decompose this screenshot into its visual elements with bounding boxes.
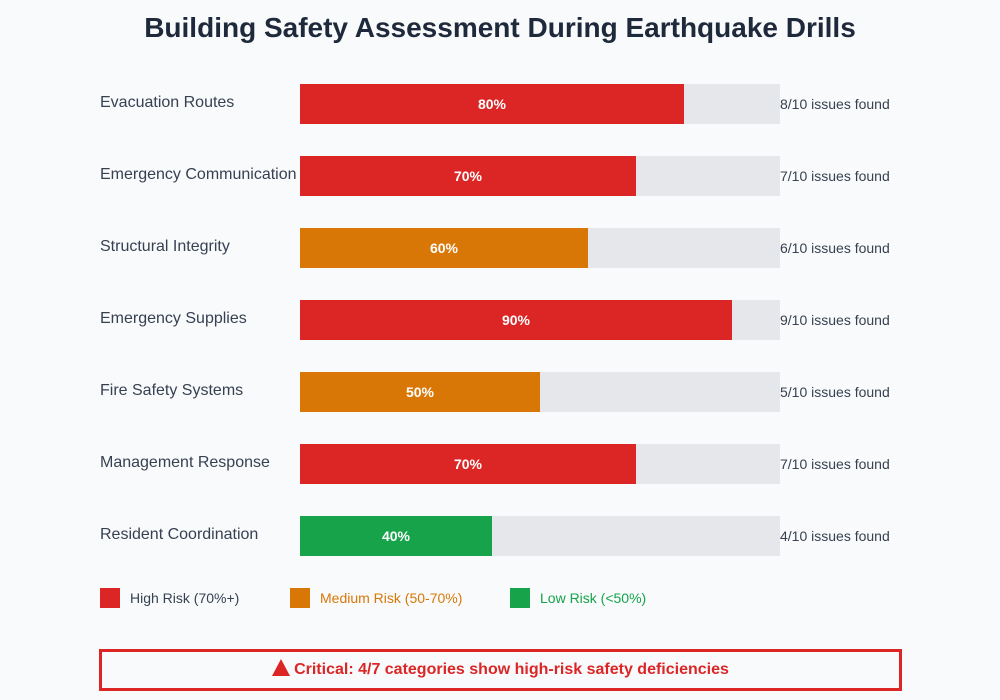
legend-label-medium: Medium Risk (50-70%) bbox=[320, 590, 463, 606]
bar-row: Emergency Communication 70% 7/10 issues … bbox=[0, 156, 1000, 196]
bar-track: 70% bbox=[300, 156, 780, 196]
bar-value-label: 50% bbox=[405, 384, 435, 400]
bar-track: 40% bbox=[300, 516, 780, 556]
legend-swatch-high bbox=[100, 588, 120, 608]
category-label: Evacuation Routes bbox=[100, 94, 235, 111]
category-label: Structural Integrity bbox=[100, 238, 230, 255]
category-label: Emergency Supplies bbox=[100, 310, 247, 327]
bar-track: 60% bbox=[300, 228, 780, 268]
bar-value-label: 90% bbox=[501, 312, 531, 328]
bar-row: Fire Safety Systems 50% 5/10 issues foun… bbox=[0, 372, 1000, 412]
bar: 70% bbox=[300, 444, 636, 484]
bar-row: Emergency Supplies 90% 9/10 issues found bbox=[0, 300, 1000, 340]
issues-label: 5/10 issues found bbox=[780, 384, 890, 400]
category-label: Emergency Communication bbox=[100, 166, 297, 183]
bar-track: 70% bbox=[300, 444, 780, 484]
alert-text: Critical: 4/7 categories show high-risk … bbox=[294, 661, 729, 678]
issues-label: 7/10 issues found bbox=[780, 456, 890, 472]
bar-row: Structural Integrity 60% 6/10 issues fou… bbox=[0, 228, 1000, 268]
bar-row: Management Response 70% 7/10 issues foun… bbox=[0, 444, 1000, 484]
issues-label: 4/10 issues found bbox=[780, 528, 890, 544]
bar-track: 80% bbox=[300, 84, 780, 124]
category-label: Management Response bbox=[100, 454, 270, 471]
bar-row: Resident Coordination 40% 4/10 issues fo… bbox=[0, 516, 1000, 556]
bar-value-label: 70% bbox=[453, 168, 483, 184]
warning-triangle-icon bbox=[272, 659, 291, 676]
bar: 70% bbox=[300, 156, 636, 196]
category-label: Resident Coordination bbox=[100, 526, 259, 543]
bar-value-label: 60% bbox=[429, 240, 459, 256]
bar: 80% bbox=[300, 84, 684, 124]
issues-label: 9/10 issues found bbox=[780, 312, 890, 328]
issues-label: 8/10 issues found bbox=[780, 96, 890, 112]
bar: 90% bbox=[300, 300, 732, 340]
bar: 40% bbox=[300, 516, 492, 556]
bar-track: 90% bbox=[300, 300, 780, 340]
issues-label: 7/10 issues found bbox=[780, 168, 890, 184]
critical-alert-box: Critical: 4/7 categories show high-risk … bbox=[99, 649, 902, 691]
bar: 50% bbox=[300, 372, 540, 412]
bar-value-label: 80% bbox=[477, 96, 507, 112]
legend-swatch-medium bbox=[290, 588, 310, 608]
bar-value-label: 70% bbox=[453, 456, 483, 472]
category-label: Fire Safety Systems bbox=[100, 382, 244, 399]
legend-label-low: Low Risk (<50%) bbox=[540, 590, 647, 606]
issues-label: 6/10 issues found bbox=[780, 240, 890, 256]
legend-label-high: High Risk (70%+) bbox=[130, 590, 240, 606]
legend-swatch-low bbox=[510, 588, 530, 608]
bar-row: Evacuation Routes 80% 8/10 issues found bbox=[0, 84, 1000, 124]
bar: 60% bbox=[300, 228, 588, 268]
legend: High Risk (70%+) Medium Risk (50-70%) Lo… bbox=[0, 588, 1000, 608]
bar-value-label: 40% bbox=[381, 528, 411, 544]
chart-title: Building Safety Assessment During Earthq… bbox=[144, 12, 856, 43]
bar-track: 50% bbox=[300, 372, 780, 412]
